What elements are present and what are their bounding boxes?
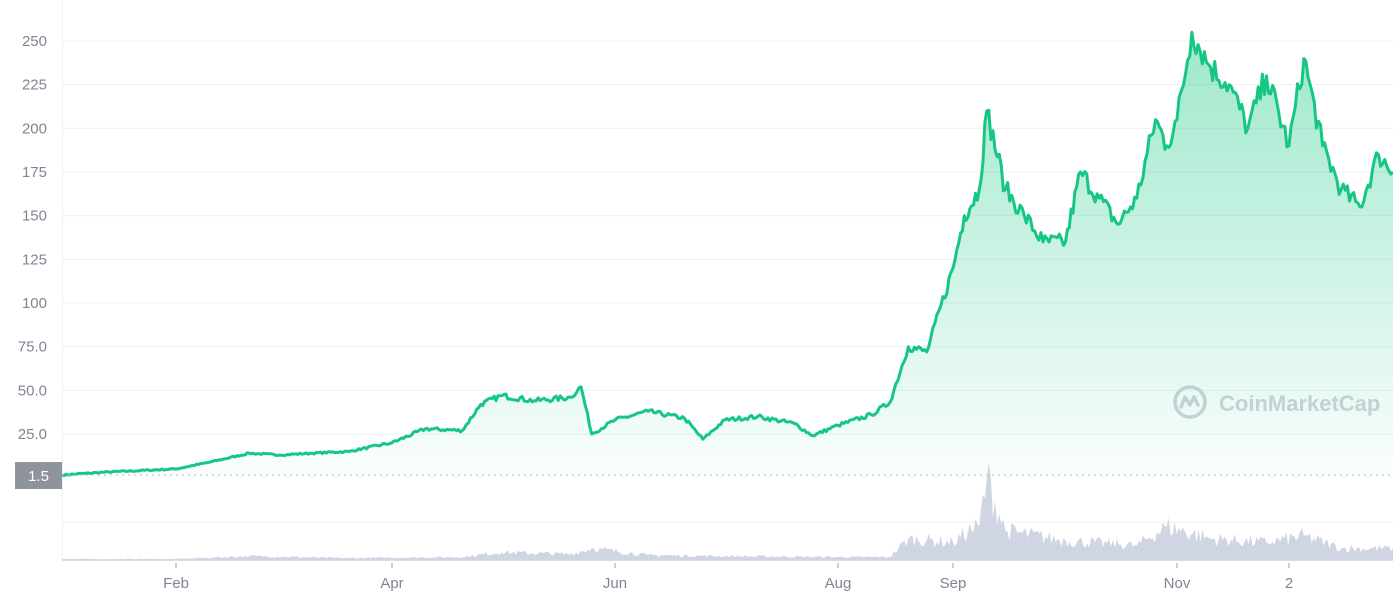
y-tick-label: 50.0 [18, 382, 47, 399]
x-tick-label: Jun [603, 575, 627, 592]
y-axis-labels: 250 225 200 175 150 125 100 75.0 50.0 25.0 [18, 33, 47, 443]
y-tick-label: 225 [22, 77, 47, 94]
y-tick-label: 200 [22, 120, 47, 137]
current-price-badge: 1.5 [15, 462, 62, 489]
x-tick-label: Feb [163, 575, 189, 592]
x-tick-label: Apr [380, 575, 403, 592]
volume-area [62, 463, 1393, 560]
y-tick-label: 125 [22, 251, 47, 268]
x-axis-labels: Feb Apr Jun Aug Sep Nov 2 [163, 563, 1293, 592]
x-tick-label: Nov [1164, 575, 1191, 592]
price-line[interactable] [61, 30, 1393, 478]
x-tick-label: Sep [940, 575, 967, 592]
y-tick-label: 25.0 [18, 426, 47, 443]
y-tick-label: 250 [22, 33, 47, 50]
y-tick-label: 175 [22, 164, 47, 181]
current-price-value: 1.5 [28, 468, 49, 485]
y-tick-label: 75.0 [18, 339, 47, 356]
y-tick-label: 100 [22, 295, 47, 312]
x-tick-label: Aug [825, 575, 852, 592]
x-tick-label: 2 [1285, 575, 1293, 592]
y-tick-label: 150 [22, 208, 47, 225]
price-area-fill [62, 32, 1393, 479]
